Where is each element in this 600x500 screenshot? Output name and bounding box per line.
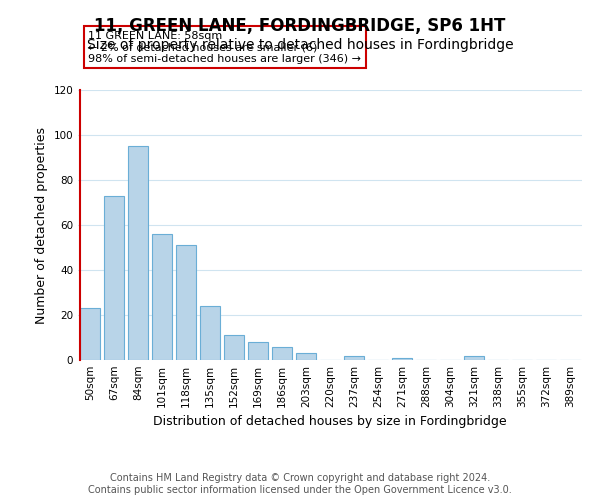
Text: Size of property relative to detached houses in Fordingbridge: Size of property relative to detached ho…	[86, 38, 514, 52]
Y-axis label: Number of detached properties: Number of detached properties	[35, 126, 48, 324]
Bar	[272, 346, 292, 360]
Bar	[248, 342, 268, 360]
Bar	[152, 234, 172, 360]
Bar	[344, 356, 364, 360]
Bar	[392, 358, 412, 360]
X-axis label: Distribution of detached houses by size in Fordingbridge: Distribution of detached houses by size …	[153, 416, 507, 428]
Bar	[464, 356, 484, 360]
Bar	[200, 306, 220, 360]
Bar	[224, 335, 244, 360]
Text: 11, GREEN LANE, FORDINGBRIDGE, SP6 1HT: 11, GREEN LANE, FORDINGBRIDGE, SP6 1HT	[94, 18, 506, 36]
Bar	[296, 353, 316, 360]
Bar	[104, 196, 124, 360]
Text: Contains HM Land Registry data © Crown copyright and database right 2024.
Contai: Contains HM Land Registry data © Crown c…	[88, 474, 512, 495]
Bar	[176, 245, 196, 360]
Text: 11 GREEN LANE: 58sqm
← 2% of detached houses are smaller (6)
98% of semi-detache: 11 GREEN LANE: 58sqm ← 2% of detached ho…	[88, 30, 361, 64]
Bar	[128, 146, 148, 360]
Bar	[80, 308, 100, 360]
